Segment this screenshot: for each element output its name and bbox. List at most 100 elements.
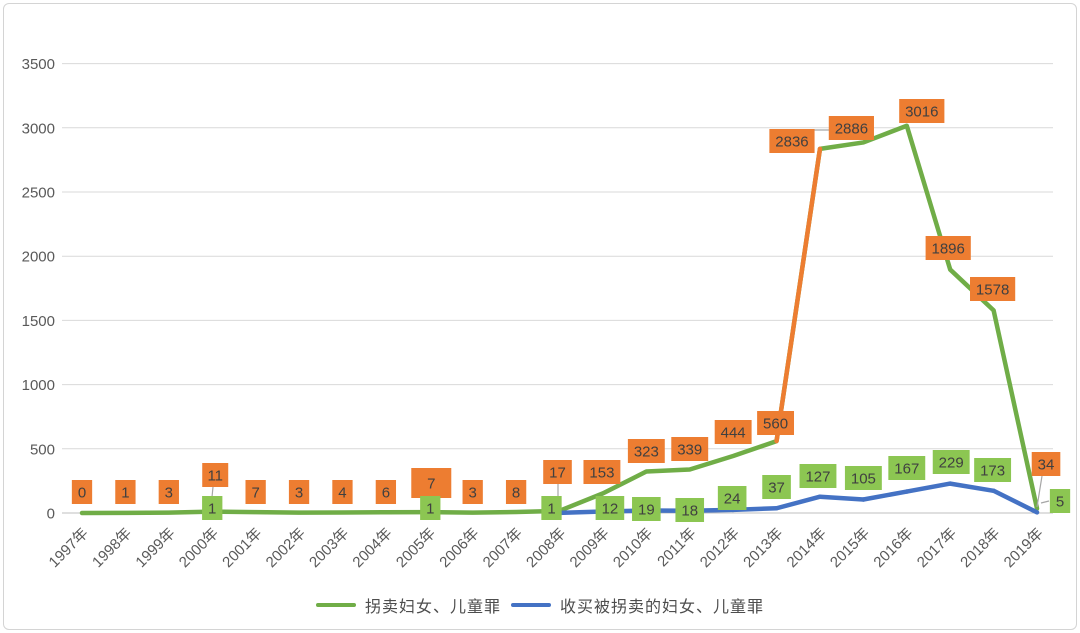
data-label-buying-2019年-text: 5 [1056, 494, 1064, 511]
chart-legend: 拐卖妇女、儿童罪 收买被拐卖的妇女、儿童罪 [0, 591, 1080, 619]
data-label-trafficking-2009年-box [583, 460, 621, 484]
data-label-trafficking-2017年-text: 1896 [932, 241, 965, 258]
data-label-trafficking-2002年-box [288, 480, 310, 504]
x-tick-label-2004年: 2004年 [349, 525, 395, 571]
x-tick-label-2008年: 2008年 [523, 525, 569, 571]
label-leader-line [1036, 475, 1043, 508]
legend-blue-line-swatch [511, 603, 551, 607]
x-tick-label-2001年: 2001年 [219, 525, 265, 571]
x-tick-text-2019年: 2019年 [1001, 525, 1047, 571]
x-tick-text-2012年: 2012年 [697, 525, 743, 571]
x-tick-label-2002年: 2002年 [263, 525, 309, 571]
trafficking-series-line [79, 123, 1040, 516]
x-tick-label-2013年: 2013年 [740, 525, 786, 571]
data-label-trafficking-2015年-box [828, 116, 874, 140]
data-label-trafficking-2013年-box [757, 411, 795, 435]
data-label-trafficking-2000年-box [202, 463, 229, 487]
data-label-trafficking-2014年-box [769, 129, 815, 153]
x-tick-label-1999年: 1999年 [132, 525, 178, 571]
data-label-trafficking-2002年-text: 3 [295, 485, 303, 502]
data-label-buying-2015年-box [844, 466, 882, 490]
buying-series-line-segment [861, 489, 910, 502]
data-label-trafficking-2016年-box [899, 99, 945, 123]
legend-label-buying: 收买被拐卖的妇女、儿童罪 [560, 599, 765, 616]
x-tick-text-2003年: 2003年 [306, 525, 352, 571]
data-label-trafficking-2019年-box [1031, 452, 1061, 476]
highlight-segment-2013-2014 [774, 146, 823, 444]
data-label-buying-2018年-box [974, 458, 1012, 482]
data-label-trafficking-2017年-box [925, 236, 971, 260]
data-label-trafficking-2005年-box [411, 468, 452, 498]
data-label-trafficking-1999年-text: 3 [165, 485, 173, 502]
data-label-trafficking-1997年-box [71, 480, 93, 504]
label-leader-line [211, 486, 214, 498]
data-label-trafficking-2015年-text: 2886 [835, 121, 868, 138]
x-tick-text-2008年: 2008年 [523, 525, 569, 571]
y-tick-label-0: 0 [47, 506, 55, 523]
data-label-trafficking-2005年-text: 7 [427, 476, 435, 493]
data-label-trafficking-1999年-box [158, 480, 179, 504]
data-label-trafficking-2008年-box [543, 460, 572, 484]
x-tick-label-2016年: 2016年 [870, 525, 916, 571]
data-label-buying-2017年-text: 229 [939, 455, 964, 472]
x-tick-label-2011年: 2011年 [654, 525, 699, 570]
label-leader-line [1040, 500, 1050, 504]
data-label-trafficking-2007年-text: 8 [512, 485, 520, 502]
data-label-buying-2015年-text: 105 [851, 471, 876, 488]
x-tick-text-2004年: 2004年 [349, 525, 395, 571]
data-label-buying-2010年-text: 19 [638, 502, 655, 519]
data-label-trafficking-2019年-text: 34 [1038, 457, 1055, 474]
data-label-trafficking-1997年-text: 0 [78, 485, 86, 502]
x-tick-text-2002年: 2002年 [263, 525, 309, 571]
data-label-buying-2011年-text: 18 [681, 503, 698, 520]
data-label-trafficking-2011年-text: 339 [677, 442, 702, 459]
data-label-buying-2012年-text: 24 [724, 491, 741, 508]
data-label-trafficking-2004年-text: 6 [382, 485, 390, 502]
x-tick-label-2018年: 2018年 [957, 525, 1003, 571]
data-label-trafficking-2008年-text: 17 [549, 465, 566, 482]
x-tick-label-1998年: 1998年 [89, 525, 135, 571]
y-tick-label-3500: 3500 [22, 56, 55, 73]
x-tick-text-2001年: 2001年 [219, 525, 265, 571]
data-label-trafficking-2011年-box [671, 437, 709, 461]
data-label-trafficking-2009年-text: 153 [589, 465, 614, 482]
x-tick-label-1997年: 1997年 [46, 525, 92, 571]
data-label-buying-2000年-box [202, 496, 223, 520]
data-label-trafficking-2006年-text: 3 [469, 485, 477, 502]
data-label-buying-2005年-text: 1 [426, 501, 434, 518]
legend-item-trafficking: 拐卖妇女、儿童罪 [315, 593, 501, 617]
data-label-buying-2011年-box [675, 498, 705, 522]
x-tick-text-2018年: 2018年 [957, 525, 1003, 571]
buying-series-line-segment [817, 494, 866, 502]
data-label-trafficking-2004年-box [375, 480, 397, 504]
data-label-buying-2000年-text: 1 [208, 501, 216, 518]
data-label-trafficking-2012年-text: 444 [721, 425, 746, 442]
data-label-buying-2014年-box [799, 464, 837, 488]
x-tick-label-2003年: 2003年 [306, 525, 352, 571]
x-tick-text-1998年: 1998年 [89, 525, 135, 571]
data-label-buying-2008年-box [541, 496, 562, 520]
data-label-buying-2014年-text: 127 [805, 469, 830, 486]
data-label-buying-2012年-box [717, 486, 747, 510]
x-tick-text-2005年: 2005年 [393, 525, 439, 571]
data-label-trafficking-1998年-text: 1 [121, 485, 129, 502]
y-tick-label-500: 500 [30, 441, 55, 458]
data-label-buying-2016年-box [888, 456, 926, 480]
x-tick-text-2013年: 2013年 [740, 525, 786, 571]
legend-label-trafficking: 拐卖妇女、儿童罪 [364, 599, 501, 616]
data-label-trafficking-2013年-text: 560 [763, 416, 788, 433]
x-tick-label-2019年: 2019年 [1001, 525, 1047, 571]
x-tick-label-2007年: 2007年 [480, 525, 526, 571]
data-label-buying-2017年-box [932, 450, 970, 474]
data-label-trafficking-2007年-box [505, 480, 527, 504]
legend-green-line-swatch [315, 603, 356, 607]
y-tick-label-2000: 2000 [22, 249, 55, 266]
data-label-trafficking-2000年-text: 11 [207, 468, 223, 485]
x-tick-text-2015年: 2015年 [827, 525, 873, 571]
data-label-trafficking-2001年-text: 7 [251, 485, 259, 502]
buying-series-line-segment [774, 494, 823, 511]
data-label-trafficking-2010年-text: 323 [634, 444, 659, 461]
x-tick-text-2000年: 2000年 [176, 525, 222, 571]
x-tick-label-2000年: 2000年 [176, 525, 222, 571]
x-tick-label-2005年: 2005年 [393, 525, 439, 571]
